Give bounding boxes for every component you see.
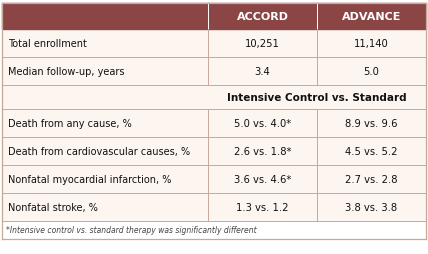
Text: 5.0: 5.0: [363, 67, 380, 77]
Bar: [2, 30, 426, 58]
Text: 3.6 vs. 4.6*: 3.6 vs. 4.6*: [234, 174, 291, 184]
Text: Intensive Control vs. Standard: Intensive Control vs. Standard: [227, 93, 407, 103]
Text: 2.7 vs. 2.8: 2.7 vs. 2.8: [345, 174, 398, 184]
Text: ACCORD: ACCORD: [237, 12, 288, 22]
Text: Median follow-up, years: Median follow-up, years: [8, 67, 125, 77]
Text: Death from cardiovascular causes, %: Death from cardiovascular causes, %: [8, 146, 190, 156]
Text: 1.3 vs. 1.2: 1.3 vs. 1.2: [236, 202, 289, 212]
Text: Death from any cause, %: Death from any cause, %: [8, 119, 132, 129]
Text: 2.6 vs. 1.8*: 2.6 vs. 1.8*: [234, 146, 291, 156]
Text: *Intensive control vs. standard therapy was significantly different: *Intensive control vs. standard therapy …: [6, 226, 257, 235]
Text: Nonfatal stroke, %: Nonfatal stroke, %: [8, 202, 98, 212]
Text: 11,140: 11,140: [354, 39, 389, 49]
Text: Total enrollment: Total enrollment: [8, 39, 87, 49]
Bar: [2, 165, 426, 193]
Bar: [2, 4, 426, 221]
Text: Nonfatal myocardial infarction, %: Nonfatal myocardial infarction, %: [8, 174, 171, 184]
Bar: [2, 86, 426, 109]
Text: 3.8 vs. 3.8: 3.8 vs. 3.8: [345, 202, 398, 212]
Bar: [2, 58, 426, 86]
Text: 4.5 vs. 5.2: 4.5 vs. 5.2: [345, 146, 398, 156]
Text: ADVANCE: ADVANCE: [342, 12, 401, 22]
Bar: [2, 137, 426, 165]
Bar: [2, 193, 426, 221]
Text: 5.0 vs. 4.0*: 5.0 vs. 4.0*: [234, 119, 291, 129]
Bar: [2, 109, 426, 137]
Bar: [2, 221, 426, 239]
Bar: [2, 4, 426, 30]
Text: 8.9 vs. 9.6: 8.9 vs. 9.6: [345, 119, 398, 129]
Text: 10,251: 10,251: [245, 39, 280, 49]
Text: 3.4: 3.4: [255, 67, 270, 77]
